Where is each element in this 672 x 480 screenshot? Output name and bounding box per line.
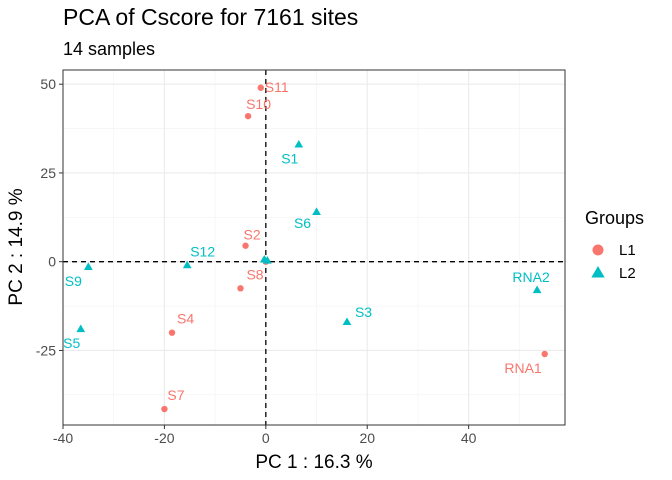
data-point-l2: [182, 260, 192, 269]
x-tick-label: 20: [359, 430, 375, 446]
data-label-s8: S8: [246, 266, 263, 282]
y-axis-title: PC 2 : 14.9 %: [6, 188, 27, 305]
reference-lines: [63, 70, 565, 425]
legend-key-l1: [592, 244, 604, 256]
data-point-l2: [294, 139, 304, 148]
data-label-s6: S6: [294, 215, 311, 231]
plot-border: [62, 69, 566, 426]
x-tick-label: -20: [154, 430, 174, 446]
chart-subtitle: 14 samples: [63, 39, 155, 59]
data-label-s11: S11: [265, 79, 289, 95]
data-point-l1: [168, 329, 176, 336]
x-tick-label: -40: [53, 430, 73, 446]
data-label-s9: S9: [65, 273, 82, 289]
y-tick-label: 25: [40, 165, 56, 181]
data-point-l1: [244, 112, 252, 120]
x-axis-title: PC 1 : 16.3 %: [255, 452, 372, 473]
legend-label-l1: L1: [619, 242, 636, 259]
y-axis: -25 0 25 50: [36, 76, 63, 358]
legend-key-l2: [591, 266, 605, 278]
data-label-s10: S10: [246, 96, 271, 112]
data-label-s5: S5: [63, 335, 80, 351]
data-label-rna1: RNA1: [504, 360, 542, 376]
data-label-s4: S4: [177, 311, 194, 327]
data-label-s2: S2: [244, 227, 261, 243]
legend-title: Groups: [585, 208, 644, 228]
data-point-l2: [312, 207, 321, 215]
chart-title: PCA of Cscore for 7161 sites: [63, 4, 358, 30]
data-marks: [76, 84, 548, 413]
data-point-l2: [262, 256, 272, 264]
legend-label-l2: L2: [619, 265, 636, 282]
data-point-l1: [237, 285, 244, 292]
x-axis: -40 -20 0 20 40: [53, 425, 477, 446]
data-point-l2: [83, 262, 93, 271]
grid: [62, 70, 565, 425]
data-point-l2: [76, 324, 86, 333]
data-point-l1: [161, 405, 168, 413]
data-label-rna2: RNA2: [512, 269, 550, 285]
x-tick-label: 0: [262, 430, 270, 446]
y-tick-label: 0: [48, 254, 56, 270]
data-label-s1: S1: [281, 151, 298, 167]
data-point-l2: [342, 317, 352, 326]
plot-background: [63, 70, 565, 425]
data-point-l1: [242, 242, 249, 249]
data-label-s12: S12: [190, 243, 215, 259]
x-tick-label: 40: [461, 430, 477, 446]
data-point-l1: [257, 84, 264, 91]
y-tick-label: -25: [36, 342, 56, 358]
data-label-s3: S3: [355, 304, 372, 320]
y-tick-label: 50: [40, 76, 56, 92]
data-label-s7: S7: [167, 387, 184, 403]
data-point-l2: [532, 285, 542, 294]
data-point-l1: [541, 350, 548, 358]
